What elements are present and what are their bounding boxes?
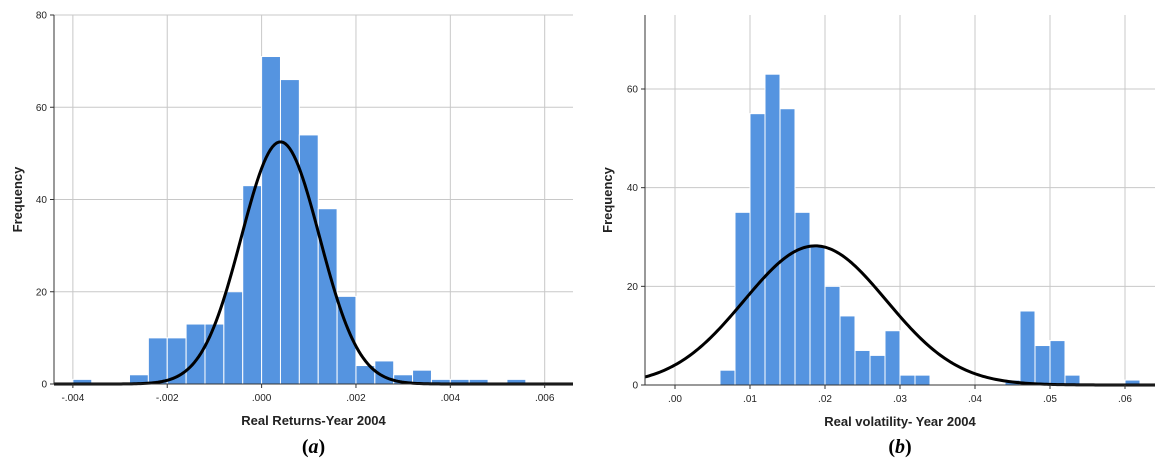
x-tick-label: -.004 xyxy=(61,393,84,404)
histogram-bar xyxy=(204,323,225,385)
histogram-bar xyxy=(824,285,841,386)
histogram-bar xyxy=(839,315,856,386)
histogram-bar xyxy=(223,291,244,385)
histogram-bar xyxy=(794,211,811,386)
histogram-bar xyxy=(261,56,281,385)
histogram-bar xyxy=(1019,310,1036,386)
gridlines xyxy=(645,15,1155,385)
x-tick-label: .05 xyxy=(1043,394,1057,405)
y-tick-label: 40 xyxy=(36,195,48,206)
histogram-bar xyxy=(914,374,931,386)
y-tick-labels: 0 20 40 60 80 xyxy=(36,11,54,391)
panel-caption: (a) xyxy=(302,436,325,458)
y-tick-label: 60 xyxy=(627,85,639,96)
x-tick-labels: -.004 -.002 .000 .002 .004 .006 xyxy=(61,384,555,404)
histogram-chart-b: .00 .01 .02 .03 .04 .05 .06 0 20 40 60 Real volat… xyxy=(600,15,1155,458)
y-tick-label: 20 xyxy=(36,287,48,298)
histogram-bar xyxy=(719,369,736,386)
histogram-bar xyxy=(147,337,168,385)
histogram-bar xyxy=(1034,345,1051,386)
x-tick-label: .01 xyxy=(743,394,757,405)
y-tick-label: 0 xyxy=(41,380,47,391)
histogram-panel-b: .00 .01 .02 .03 .04 .05 .06 0 20 40 60 Real volat… xyxy=(590,0,1159,459)
histogram-panel-a: -.004 -.002 .000 .002 .004 .006 0 20 40 60 80 Rea… xyxy=(10,11,573,458)
x-tick-label: .004 xyxy=(441,393,461,404)
x-tick-label: .03 xyxy=(893,394,907,405)
histogram-bar xyxy=(899,374,916,386)
x-axis-label: Real volatility- Year 2004 xyxy=(824,414,976,429)
histogram-bar xyxy=(1049,340,1066,386)
histogram-bar xyxy=(779,108,796,386)
y-tick-label: 0 xyxy=(632,381,638,392)
histogram-bars xyxy=(719,73,1141,386)
histogram-chart-a: -.004 -.002 .000 .002 .004 .006 0 20 40 60 80 Rea… xyxy=(10,11,573,458)
histogram-bar xyxy=(734,211,751,386)
y-tick-label: 20 xyxy=(627,282,639,293)
y-tick-label: 80 xyxy=(36,11,48,22)
histogram-bar xyxy=(317,208,338,385)
histogram-bar xyxy=(764,73,781,386)
histogram-bar xyxy=(884,330,901,386)
x-tick-label: .002 xyxy=(346,393,366,404)
histogram-bars xyxy=(72,56,527,385)
histogram-bar xyxy=(242,185,263,385)
x-tick-label: .04 xyxy=(968,394,982,405)
panel-caption: (b) xyxy=(888,436,911,458)
x-tick-label: .000 xyxy=(252,393,272,404)
y-tick-label: 60 xyxy=(36,103,48,114)
x-tick-labels: .00 .01 .02 .03 .04 .05 .06 xyxy=(668,385,1132,405)
x-tick-label: .06 xyxy=(1118,394,1132,405)
y-axis-label: Frequency xyxy=(600,166,615,233)
histogram-bar xyxy=(854,349,871,386)
histogram-bar xyxy=(869,354,886,386)
x-tick-label: .02 xyxy=(818,394,832,405)
x-axis-label: Real Returns-Year 2004 xyxy=(241,413,386,428)
y-tick-label: 40 xyxy=(627,183,639,194)
y-tick-labels: 0 20 40 60 xyxy=(627,85,645,392)
x-tick-label: .00 xyxy=(668,394,682,405)
y-axis-label: Frequency xyxy=(10,166,25,233)
x-tick-label: -.002 xyxy=(156,393,179,404)
histogram-bar xyxy=(749,113,766,386)
histogram-bar xyxy=(279,79,300,385)
histogram-bar xyxy=(809,246,826,386)
x-tick-label: .006 xyxy=(535,393,555,404)
